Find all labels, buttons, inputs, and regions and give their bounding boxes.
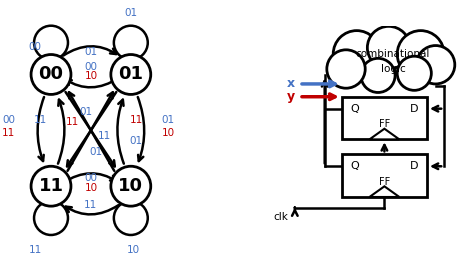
Text: 11: 11: [98, 131, 111, 141]
Text: 11: 11: [66, 117, 79, 127]
Text: y: y: [286, 90, 295, 103]
Circle shape: [416, 45, 455, 84]
Circle shape: [111, 166, 151, 206]
Text: 11: 11: [129, 115, 143, 125]
Text: 01: 01: [124, 8, 137, 18]
Bar: [342, 97, 427, 139]
Text: clk: clk: [273, 212, 288, 222]
Text: x: x: [286, 77, 295, 90]
Polygon shape: [370, 129, 399, 139]
Text: 01: 01: [90, 147, 103, 157]
Text: 10: 10: [162, 128, 174, 138]
Circle shape: [31, 55, 71, 94]
Text: 00: 00: [38, 65, 64, 84]
Text: 10: 10: [118, 177, 143, 195]
Circle shape: [333, 31, 380, 78]
Text: 11: 11: [2, 128, 15, 138]
Text: 01: 01: [118, 65, 143, 84]
Text: 01: 01: [79, 107, 92, 117]
Circle shape: [397, 56, 431, 90]
Polygon shape: [370, 186, 399, 197]
Circle shape: [397, 31, 444, 78]
Text: 11: 11: [34, 115, 47, 125]
Circle shape: [111, 55, 151, 94]
Text: 00: 00: [2, 115, 15, 125]
Text: 01: 01: [129, 136, 143, 146]
Circle shape: [361, 58, 395, 93]
Text: combinational: combinational: [356, 49, 430, 59]
Text: 01: 01: [84, 47, 98, 57]
Text: 10: 10: [84, 71, 98, 81]
Text: 00: 00: [84, 61, 98, 72]
Text: 01: 01: [162, 115, 174, 125]
Text: 11: 11: [38, 177, 64, 195]
Circle shape: [327, 50, 365, 88]
Text: Q: Q: [350, 104, 359, 114]
Text: 11: 11: [84, 200, 98, 210]
Text: Q: Q: [350, 161, 359, 171]
Text: D: D: [410, 104, 419, 114]
Circle shape: [31, 166, 71, 206]
Text: logic: logic: [381, 64, 405, 74]
Text: 11: 11: [28, 246, 42, 255]
Text: 00: 00: [28, 42, 42, 52]
Bar: [342, 154, 427, 197]
Text: FF: FF: [379, 177, 390, 187]
Circle shape: [367, 26, 410, 69]
Text: D: D: [410, 161, 419, 171]
Text: FF: FF: [379, 119, 390, 130]
Text: 10: 10: [84, 182, 98, 193]
Text: 00: 00: [84, 173, 98, 183]
Text: 10: 10: [127, 246, 140, 255]
